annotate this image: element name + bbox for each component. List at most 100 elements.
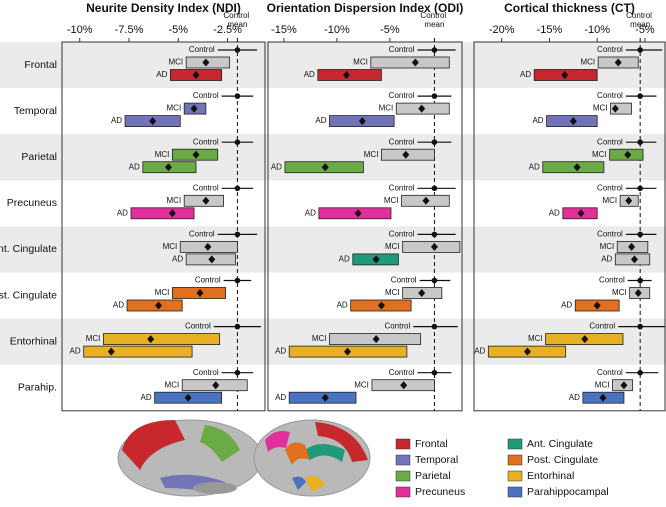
- row-label: Control: [597, 45, 623, 54]
- row-label: AD: [529, 162, 540, 171]
- reference-label: Control mean: [626, 11, 654, 29]
- row-label: AD: [305, 208, 316, 217]
- mean-diamond: [168, 209, 176, 218]
- mean-diamond: [192, 150, 200, 159]
- control-mean: [234, 93, 241, 99]
- row-label: AD: [70, 347, 81, 356]
- row-label: AD: [304, 70, 315, 79]
- row-label: MCI: [592, 150, 607, 159]
- control-mean: [431, 231, 438, 238]
- mean-diamond: [611, 104, 619, 113]
- mean-diamond: [422, 196, 430, 205]
- row-label: MCI: [155, 150, 170, 159]
- x-tick-label: -5%: [635, 24, 655, 36]
- mean-diamond: [354, 209, 362, 218]
- row-label: AD: [141, 393, 152, 402]
- mean-diamond: [561, 71, 569, 79]
- x-tick-label: -2.5%: [213, 24, 242, 36]
- row-label: Control: [193, 183, 219, 192]
- legend-swatch: [395, 454, 411, 466]
- region-label: Parietal: [21, 151, 57, 163]
- row-label: AD: [601, 255, 612, 264]
- brain-parahip: [292, 476, 306, 490]
- panel-frame: [473, 41, 666, 412]
- mean-diamond: [321, 163, 329, 172]
- mean-diamond: [155, 301, 163, 310]
- mean-diamond: [634, 289, 642, 297]
- mean-diamond: [418, 289, 426, 297]
- panel-frame: [267, 41, 463, 412]
- mean-diamond: [372, 255, 380, 264]
- control-mean: [431, 93, 438, 99]
- row-label: MCI: [580, 58, 595, 67]
- control-mean: [637, 231, 643, 238]
- row-label: MCI: [163, 242, 178, 251]
- row-label: Control: [391, 276, 417, 285]
- mean-diamond: [573, 163, 581, 172]
- row-label: MCI: [364, 150, 379, 159]
- control-mean: [637, 185, 643, 192]
- row-label: Control: [389, 91, 415, 100]
- row-label: Control: [185, 322, 211, 331]
- band: [0, 226, 666, 273]
- row-label: Control: [389, 230, 415, 239]
- row-label: AD: [129, 162, 140, 171]
- row-label: MCI: [155, 288, 170, 297]
- legend-label: Post. Cingulate: [527, 454, 598, 466]
- legend-swatch: [507, 438, 523, 450]
- row-label: AD: [520, 70, 531, 79]
- mean-diamond: [372, 335, 380, 344]
- row-label: AD: [337, 301, 348, 310]
- control-mean: [234, 277, 241, 284]
- x-tick-label: -5%: [169, 24, 189, 36]
- mean-diamond: [204, 242, 212, 251]
- mean-diamond: [630, 255, 638, 264]
- band: [0, 42, 666, 89]
- control-mean: [234, 185, 241, 192]
- row-label: Control: [193, 91, 219, 100]
- row-label: Control: [597, 91, 623, 100]
- mean-diamond: [190, 104, 198, 113]
- row-label: AD: [549, 208, 560, 217]
- row-label: MCI: [353, 58, 368, 67]
- legend-label: Frontal: [415, 438, 448, 450]
- row-label: MCI: [385, 288, 400, 297]
- row-label: Control: [384, 322, 410, 331]
- row-label: MCI: [593, 104, 608, 113]
- row-label: AD: [111, 116, 122, 125]
- mean-diamond: [599, 393, 607, 402]
- row-label: AD: [339, 255, 350, 264]
- row-label: MCI: [385, 242, 400, 251]
- control-mean: [431, 277, 438, 284]
- mean-diamond: [569, 117, 577, 126]
- row-label: AD: [271, 162, 282, 171]
- row-label: MCI: [600, 242, 615, 251]
- row-label: AD: [113, 301, 124, 310]
- control-mean: [234, 323, 241, 330]
- brain-frontal: [315, 422, 368, 462]
- mean-diamond: [411, 58, 419, 67]
- mean-diamond: [184, 393, 192, 402]
- mean-diamond: [593, 301, 601, 310]
- brain-antcing: [305, 444, 345, 462]
- row-label: MCI: [354, 380, 369, 389]
- mean-diamond: [358, 117, 366, 126]
- row-label: MCI: [595, 380, 610, 389]
- region-label: Precuneus: [7, 197, 57, 209]
- x-tick-label: -20%: [489, 24, 515, 36]
- row-label: Control: [589, 322, 615, 331]
- row-label: Control: [599, 276, 625, 285]
- row-label: MCI: [165, 380, 180, 389]
- control-mean: [431, 185, 438, 192]
- mean-diamond: [402, 150, 410, 159]
- region-label: Frontal: [24, 59, 57, 71]
- legend-swatch: [395, 486, 411, 498]
- panel-title: Neurite Density Index (NDI): [86, 1, 241, 15]
- row-label: AD: [275, 347, 286, 356]
- panel-title: Orientation Dispersion Index (ODI): [267, 1, 464, 15]
- row-label: AD: [117, 208, 128, 217]
- control-mean: [637, 323, 643, 330]
- mean-diamond: [581, 335, 589, 344]
- row-label: Control: [389, 368, 415, 377]
